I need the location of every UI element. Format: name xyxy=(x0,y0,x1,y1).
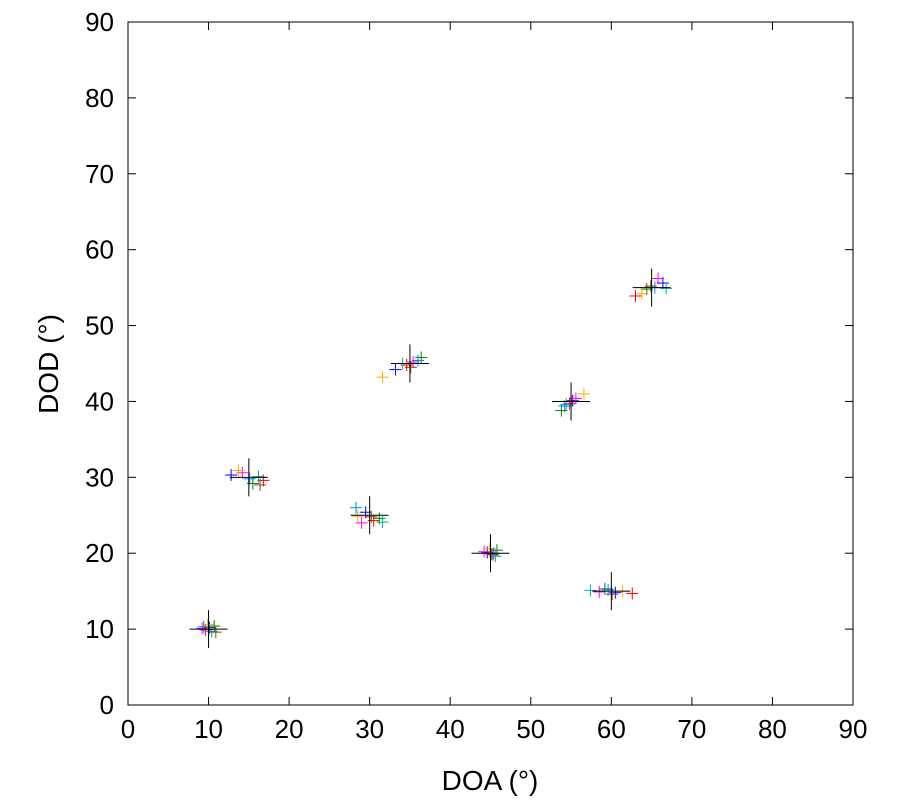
estimate-point-1-0 xyxy=(199,623,212,636)
y-tick-label-80: 80 xyxy=(85,83,114,113)
estimate-point-3-6 xyxy=(593,585,606,598)
y-tick-label-10: 10 xyxy=(85,614,114,644)
plot-frame xyxy=(127,21,854,706)
estimate-point-0-7 xyxy=(656,277,669,290)
y-tick-label-30: 30 xyxy=(85,462,114,492)
y-tick-label-70: 70 xyxy=(85,159,114,189)
estimate-point-6-4 xyxy=(485,547,498,560)
estimate-point-4-7 xyxy=(660,282,673,295)
axis-tick-labels: 0 10 20 30 40 50 60 70 80 90 0 10 20 30 40 50 60 70 80 90 xyxy=(85,7,867,744)
estimate-point-5-7 xyxy=(635,287,648,300)
estimate-point-4-2 xyxy=(376,516,389,529)
estimate-point-2-6 xyxy=(598,582,611,595)
y-tick-label-0: 0 xyxy=(100,690,114,720)
true-point-2 xyxy=(350,496,389,535)
x-tick-label-90: 90 xyxy=(839,714,868,744)
estimate-point-1-7 xyxy=(629,289,642,302)
estimate-point-7-5 xyxy=(558,399,571,412)
estimate-point-3-5 xyxy=(569,392,582,405)
estimate-point-6-0 xyxy=(209,626,222,639)
axis-ticks xyxy=(127,21,854,706)
true-point-7 xyxy=(632,268,671,307)
estimate-point-4-6 xyxy=(584,584,597,597)
estimate-point-7-1 xyxy=(243,472,256,485)
estimate-point-3-2 xyxy=(355,516,368,529)
estimate-point-0-5 xyxy=(566,394,579,407)
estimate-point-1-5 xyxy=(563,397,576,410)
estimate-point-7-2 xyxy=(349,501,362,514)
estimate-point-6-2 xyxy=(365,510,378,523)
estimate-point-2-0 xyxy=(208,620,221,633)
true-point-4 xyxy=(471,534,510,573)
estimate-point-7-0 xyxy=(197,620,210,633)
true-point-1 xyxy=(229,458,268,497)
estimate-point-2-5 xyxy=(555,404,568,417)
estimate-point-2-3 xyxy=(415,351,428,364)
x-tick-label-50: 50 xyxy=(516,714,545,744)
estimate-point-3-3 xyxy=(407,355,420,368)
estimate-point-5-2 xyxy=(351,510,364,523)
estimate-point-7-3 xyxy=(412,354,424,367)
true-point-5 xyxy=(552,382,591,421)
x-tick-label-30: 30 xyxy=(355,714,384,744)
estimate-point-0-3 xyxy=(389,363,402,376)
x-tick-label-80: 80 xyxy=(758,714,787,744)
estimate-point-7-6 xyxy=(602,583,615,596)
x-axis-label: DOA (°) xyxy=(442,765,539,796)
estimate-point-5-5 xyxy=(577,387,590,400)
estimate-point-5-1 xyxy=(232,464,245,477)
estimate-point-0-1 xyxy=(225,469,238,482)
y-axis-label: DOD (°) xyxy=(33,314,64,414)
true-point-layer xyxy=(189,268,671,649)
x-tick-label-60: 60 xyxy=(597,714,626,744)
estimate-point-3-4 xyxy=(478,545,491,558)
estimate-point-4-5 xyxy=(560,398,573,411)
x-tick-label-20: 20 xyxy=(275,714,304,744)
estimate-point-4-1 xyxy=(252,470,265,483)
x-tick-label-70: 70 xyxy=(677,714,706,744)
true-point-3 xyxy=(390,344,429,383)
estimate-series-layer xyxy=(196,272,673,639)
y-tick-label-90: 90 xyxy=(85,7,114,37)
y-tick-label-40: 40 xyxy=(85,386,114,416)
estimate-point-3-7 xyxy=(652,272,665,285)
true-point-6 xyxy=(592,572,631,611)
true-point-0 xyxy=(189,610,228,649)
estimate-point-5-3 xyxy=(376,371,389,384)
x-tick-label-0: 0 xyxy=(121,714,135,744)
estimate-point-6-1 xyxy=(254,478,267,491)
y-tick-label-60: 60 xyxy=(85,235,114,265)
x-tick-label-40: 40 xyxy=(436,714,465,744)
x-tick-label-10: 10 xyxy=(194,714,223,744)
estimate-point-1-6 xyxy=(626,587,639,600)
y-tick-label-50: 50 xyxy=(85,311,114,341)
y-tick-label-20: 20 xyxy=(85,538,114,568)
